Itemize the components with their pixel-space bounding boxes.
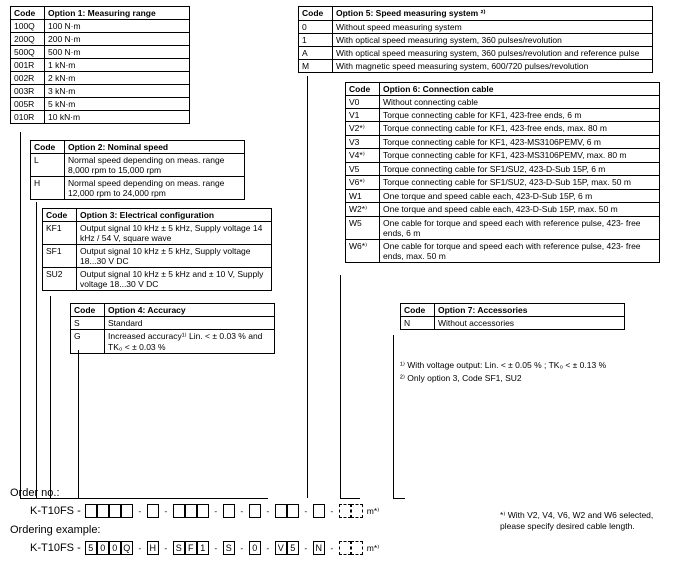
m-suffix: m*⁾ bbox=[367, 506, 379, 517]
table-row: V6*⁾Torque connecting cable for SF1/SU2,… bbox=[346, 176, 660, 190]
table-row: HNormal speed depending on meas. range 1… bbox=[31, 177, 245, 200]
footnote-star: *⁾ With V2, V4, V6, W2 and W6 selected, … bbox=[500, 510, 670, 531]
table-row: LNormal speed depending on meas. range 8… bbox=[31, 154, 245, 177]
table-option2: CodeOption 2: Nominal speed LNormal spee… bbox=[30, 140, 245, 200]
ordering-example-row: K-T10FS - 5 0 0 Q - H - S F 1 - S - 0 - … bbox=[30, 541, 379, 555]
footnote-2: ²⁾ Only option 3, Code SF1, SU2 bbox=[400, 373, 522, 384]
order-prefix: K-T10FS - bbox=[30, 505, 81, 517]
table-row: V0Without connecting cable bbox=[346, 96, 660, 109]
m-suffix: m*⁾ bbox=[367, 543, 379, 554]
table-row: W2*⁾One torque and speed cable each, 423… bbox=[346, 203, 660, 217]
table-option5: CodeOption 5: Speed measuring system ²⁾ … bbox=[298, 6, 653, 73]
ordering-example-label: Ordering example: bbox=[10, 524, 101, 536]
table-option4: CodeOption 4: Accuracy SStandard GIncrea… bbox=[70, 303, 275, 354]
order-no-label: Order no.: bbox=[10, 487, 60, 499]
table-row: V4*⁾Torque connecting cable for KF1, 423… bbox=[346, 149, 660, 163]
table-row: V2*⁾Torque connecting cable for KF1, 423… bbox=[346, 122, 660, 136]
footnote-1: ¹⁾ With voltage output: Lin. < ± 0.05 % … bbox=[400, 360, 660, 371]
table-row: W5One cable for torque and speed each wi… bbox=[346, 217, 660, 240]
table-row: 500Q500 N·m bbox=[11, 46, 190, 59]
table-row: W6*⁾One cable for torque and speed each … bbox=[346, 240, 660, 263]
table-row: 002R2 kN·m bbox=[11, 72, 190, 85]
table-option6: CodeOption 6: Connection cable V0Without… bbox=[345, 82, 660, 263]
th-code: Code bbox=[11, 7, 45, 20]
table-row: NWithout accessories bbox=[401, 317, 625, 330]
table-row: 010R10 kN·m bbox=[11, 111, 190, 124]
table-row: GIncreased accuracy¹⁾ Lin. < ± 0.03 % an… bbox=[71, 330, 275, 354]
table-row: V5Torque connecting cable for SF1/SU2, 4… bbox=[346, 163, 660, 176]
table-row: 001R1 kN·m bbox=[11, 59, 190, 72]
table-row: V1Torque connecting cable for KF1, 423-f… bbox=[346, 109, 660, 122]
table-row: SF1Output signal 10 kHz ± 5 kHz, Supply … bbox=[43, 245, 272, 268]
table-row: KF1Output signal 10 kHz ± 5 kHz, Supply … bbox=[43, 222, 272, 245]
table-option1: CodeOption 1: Measuring range 100Q100 N·… bbox=[10, 6, 190, 124]
order-no-row: K-T10FS - - - - - - - - m*⁾ bbox=[30, 504, 379, 518]
table-row: 1With optical speed measuring system, 36… bbox=[299, 34, 653, 47]
table-row: 003R3 kN·m bbox=[11, 85, 190, 98]
table-option3: CodeOption 3: Electrical configuration K… bbox=[42, 208, 272, 291]
table-row: SStandard bbox=[71, 317, 275, 330]
table-row: AWith optical speed measuring system, 36… bbox=[299, 47, 653, 60]
table-row: SU2Output signal 10 kHz ± 5 kHz and ± 10… bbox=[43, 268, 272, 291]
table-row: 100Q100 N·m bbox=[11, 20, 190, 33]
order-prefix: K-T10FS - bbox=[30, 542, 81, 554]
table-row: 005R5 kN·m bbox=[11, 98, 190, 111]
table-option7: CodeOption 7: Accessories NWithout acces… bbox=[400, 303, 625, 330]
table-row: 200Q200 N·m bbox=[11, 33, 190, 46]
table-row: 0Without speed measuring system bbox=[299, 21, 653, 34]
table-row: W1One torque and speed cable each, 423-D… bbox=[346, 190, 660, 203]
table-row: V3Torque connecting cable for KF1, 423-M… bbox=[346, 136, 660, 149]
table-row: MWith magnetic speed measuring system, 6… bbox=[299, 60, 653, 73]
th-desc: Option 1: Measuring range bbox=[45, 7, 190, 20]
